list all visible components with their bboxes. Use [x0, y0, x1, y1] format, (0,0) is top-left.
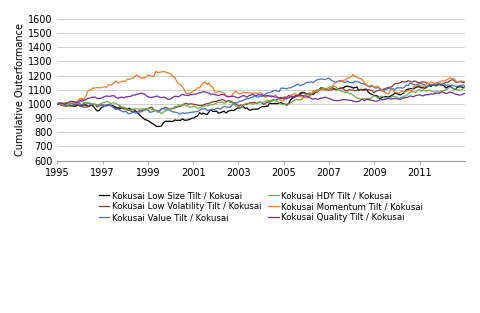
Line: Kokusai Value Tilt / Kokusai: Kokusai Value Tilt / Kokusai: [57, 78, 465, 114]
Kokusai Value Tilt / Kokusai: [291, 84, 297, 88]
Kokusai HDY Tilt / Kokusai: [403, 94, 409, 98]
Kokusai Momentum Tilt / Kokusai: [54, 102, 60, 106]
Kokusai HDY Tilt / Kokusai: [371, 94, 377, 98]
Kokusai Low Size Tilt / Kokusai: [288, 98, 293, 102]
Kokusai Low Volatility Tilt / Kokusai: [369, 89, 375, 92]
Kokusai Value Tilt / Kokusai: [178, 112, 183, 116]
Kokusai Momentum Tilt / Kokusai: [462, 80, 468, 83]
Kokusai Momentum Tilt / Kokusai: [153, 69, 159, 73]
Kokusai Low Volatility Tilt / Kokusai: [291, 95, 297, 98]
Kokusai HDY Tilt / Kokusai: [331, 85, 337, 88]
Kokusai Value Tilt / Kokusai: [288, 86, 293, 90]
Kokusai HDY Tilt / Kokusai: [291, 98, 297, 102]
Kokusai Low Volatility Tilt / Kokusai: [159, 107, 165, 111]
Kokusai Low Size Tilt / Kokusai: [155, 125, 161, 128]
Kokusai Value Tilt / Kokusai: [145, 109, 151, 112]
Kokusai Quality Tilt / Kokusai: [293, 94, 299, 98]
Kokusai Momentum Tilt / Kokusai: [293, 93, 299, 96]
Kokusai Low Volatility Tilt / Kokusai: [401, 80, 407, 84]
Kokusai Quality Tilt / Kokusai: [462, 91, 468, 95]
Kokusai Quality Tilt / Kokusai: [201, 90, 206, 93]
Kokusai Low Volatility Tilt / Kokusai: [288, 94, 293, 97]
Kokusai Momentum Tilt / Kokusai: [60, 103, 66, 107]
Kokusai Low Size Tilt / Kokusai: [369, 93, 375, 96]
Legend: Kokusai Low Size Tilt / Kokusai, Kokusai Low Volatility Tilt / Kokusai, Kokusai : Kokusai Low Size Tilt / Kokusai, Kokusai…: [96, 187, 427, 226]
Line: Kokusai Low Size Tilt / Kokusai: Kokusai Low Size Tilt / Kokusai: [57, 84, 465, 126]
Kokusai Low Volatility Tilt / Kokusai: [147, 105, 153, 109]
Kokusai Quality Tilt / Kokusai: [159, 96, 165, 100]
Kokusai Quality Tilt / Kokusai: [62, 103, 68, 106]
Kokusai HDY Tilt / Kokusai: [159, 112, 165, 115]
Kokusai Low Size Tilt / Kokusai: [462, 85, 468, 89]
Kokusai HDY Tilt / Kokusai: [462, 85, 468, 89]
Kokusai Value Tilt / Kokusai: [371, 85, 377, 89]
Kokusai HDY Tilt / Kokusai: [157, 110, 163, 114]
Kokusai Low Volatility Tilt / Kokusai: [449, 78, 455, 82]
Kokusai Quality Tilt / Kokusai: [289, 95, 295, 99]
Kokusai Momentum Tilt / Kokusai: [403, 89, 409, 93]
Kokusai Low Volatility Tilt / Kokusai: [54, 102, 60, 106]
Kokusai Low Volatility Tilt / Kokusai: [462, 80, 468, 84]
Line: Kokusai Momentum Tilt / Kokusai: Kokusai Momentum Tilt / Kokusai: [57, 71, 465, 105]
Kokusai Momentum Tilt / Kokusai: [161, 69, 167, 73]
Y-axis label: Cumulative Outerformance: Cumulative Outerformance: [15, 23, 25, 156]
Kokusai Quality Tilt / Kokusai: [403, 95, 409, 99]
Line: Kokusai Low Volatility Tilt / Kokusai: Kokusai Low Volatility Tilt / Kokusai: [57, 80, 465, 112]
Kokusai Low Size Tilt / Kokusai: [145, 119, 151, 123]
Kokusai HDY Tilt / Kokusai: [54, 102, 60, 106]
Kokusai Value Tilt / Kokusai: [403, 83, 409, 87]
Kokusai Value Tilt / Kokusai: [325, 76, 331, 80]
Kokusai Low Size Tilt / Kokusai: [435, 82, 441, 86]
Kokusai Low Size Tilt / Kokusai: [159, 124, 165, 128]
Kokusai Quality Tilt / Kokusai: [147, 95, 153, 99]
Kokusai Value Tilt / Kokusai: [157, 109, 163, 113]
Line: Kokusai Quality Tilt / Kokusai: Kokusai Quality Tilt / Kokusai: [57, 91, 465, 105]
Kokusai HDY Tilt / Kokusai: [288, 101, 293, 105]
Kokusai Quality Tilt / Kokusai: [54, 102, 60, 106]
Kokusai Low Size Tilt / Kokusai: [54, 102, 60, 106]
Kokusai Momentum Tilt / Kokusai: [371, 85, 377, 89]
Kokusai Momentum Tilt / Kokusai: [289, 93, 295, 96]
Kokusai Low Volatility Tilt / Kokusai: [134, 110, 140, 114]
Kokusai Low Size Tilt / Kokusai: [401, 91, 407, 95]
Kokusai Low Size Tilt / Kokusai: [291, 95, 297, 99]
Kokusai HDY Tilt / Kokusai: [145, 107, 151, 111]
Line: Kokusai HDY Tilt / Kokusai: Kokusai HDY Tilt / Kokusai: [57, 86, 465, 114]
Kokusai Value Tilt / Kokusai: [54, 102, 60, 106]
Kokusai Value Tilt / Kokusai: [462, 84, 468, 88]
Kokusai Momentum Tilt / Kokusai: [147, 74, 153, 78]
Kokusai Quality Tilt / Kokusai: [371, 99, 377, 103]
